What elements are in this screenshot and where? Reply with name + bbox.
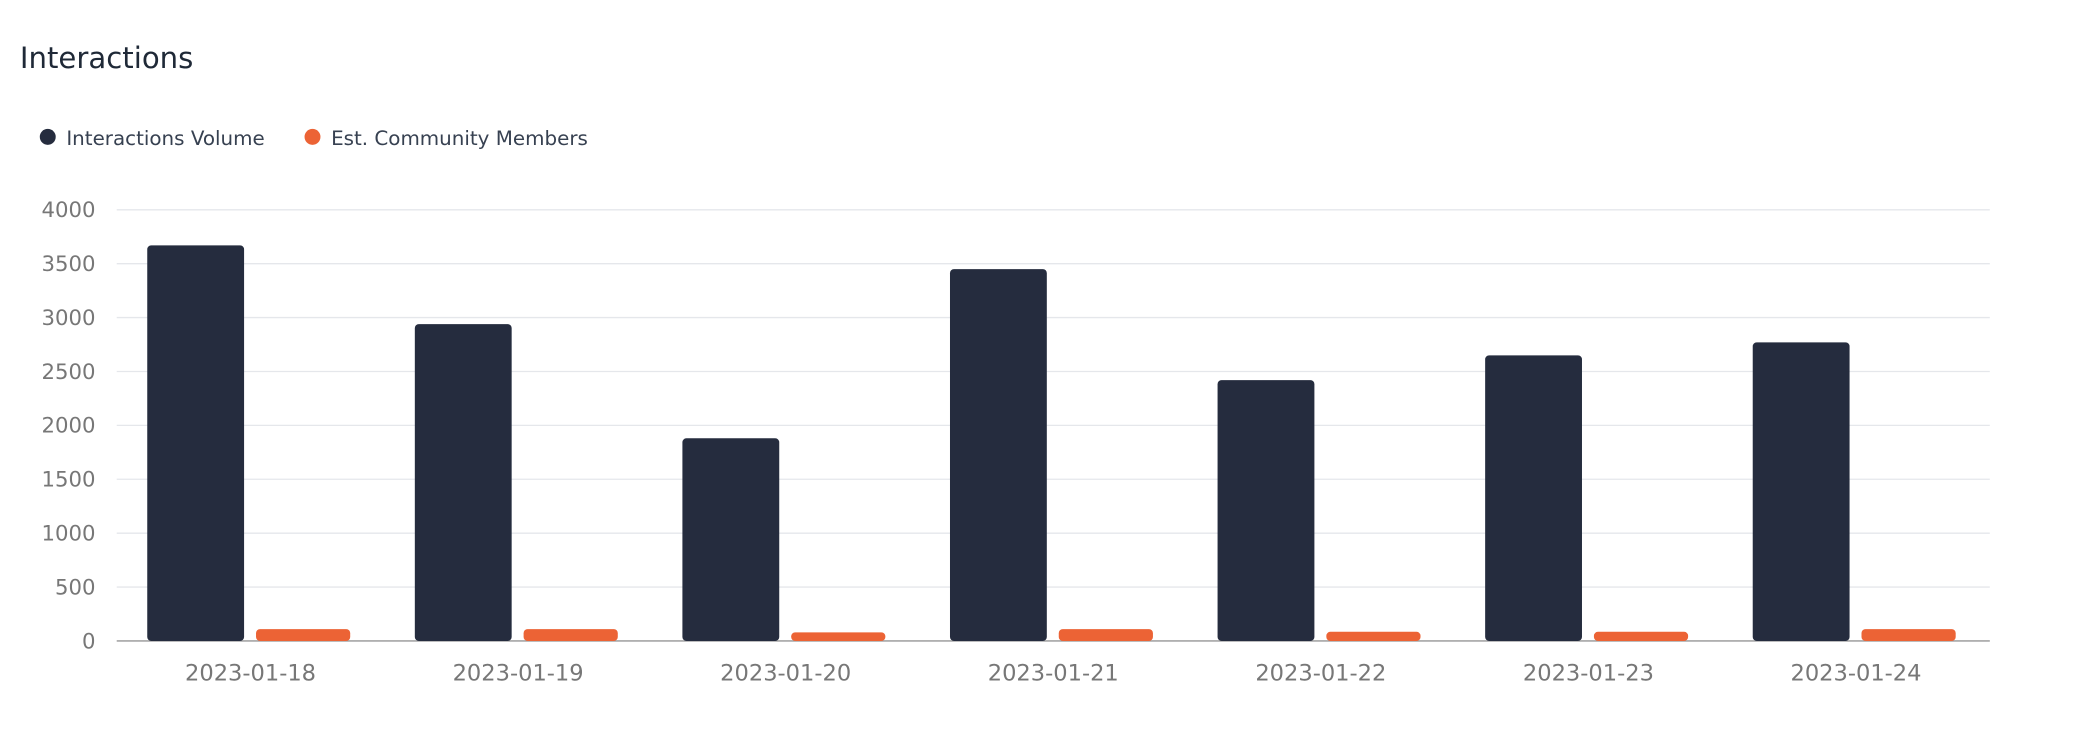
x-tick-label: 2023-01-23 — [1523, 661, 1654, 687]
bar[interactable] — [1861, 629, 1956, 641]
y-tick-label: 3500 — [41, 252, 95, 277]
legend-marker[interactable] — [304, 128, 321, 145]
bar[interactable] — [1485, 355, 1582, 641]
bar[interactable] — [949, 269, 1047, 641]
y-tick-label: 1000 — [41, 521, 95, 546]
bar[interactable] — [791, 632, 886, 641]
x-tick-label: 2023-01-21 — [988, 661, 1119, 687]
bar[interactable] — [1326, 631, 1421, 641]
bar[interactable] — [1593, 631, 1689, 641]
y-tick-label: 4000 — [41, 198, 95, 223]
y-tick-label: 500 — [55, 575, 96, 600]
bar[interactable] — [523, 629, 618, 641]
y-tick-label: 1500 — [41, 468, 95, 493]
y-tick-label: 2500 — [41, 360, 95, 385]
bar[interactable] — [682, 438, 780, 641]
x-tick-label: 2023-01-20 — [720, 661, 851, 687]
chart-title: Interactions — [20, 41, 193, 75]
x-tick-label: 2023-01-19 — [453, 661, 584, 687]
x-tick-label: 2023-01-22 — [1255, 661, 1386, 687]
y-tick-label: 2000 — [41, 414, 95, 439]
legend-label[interactable]: Interactions Volume — [66, 127, 264, 150]
bar[interactable] — [256, 629, 351, 641]
bar[interactable] — [1752, 342, 1850, 641]
legend-label[interactable]: Est. Community Members — [331, 127, 588, 150]
x-tick-label: 2023-01-18 — [185, 661, 316, 687]
y-tick-label: 3000 — [41, 306, 95, 331]
legend-marker[interactable] — [39, 128, 56, 145]
bar[interactable] — [147, 245, 245, 641]
bar[interactable] — [1217, 380, 1315, 641]
bar[interactable] — [1058, 629, 1153, 641]
bar[interactable] — [414, 324, 512, 641]
y-tick-label: 0 — [82, 629, 96, 654]
x-tick-label: 2023-01-24 — [1790, 661, 1921, 687]
